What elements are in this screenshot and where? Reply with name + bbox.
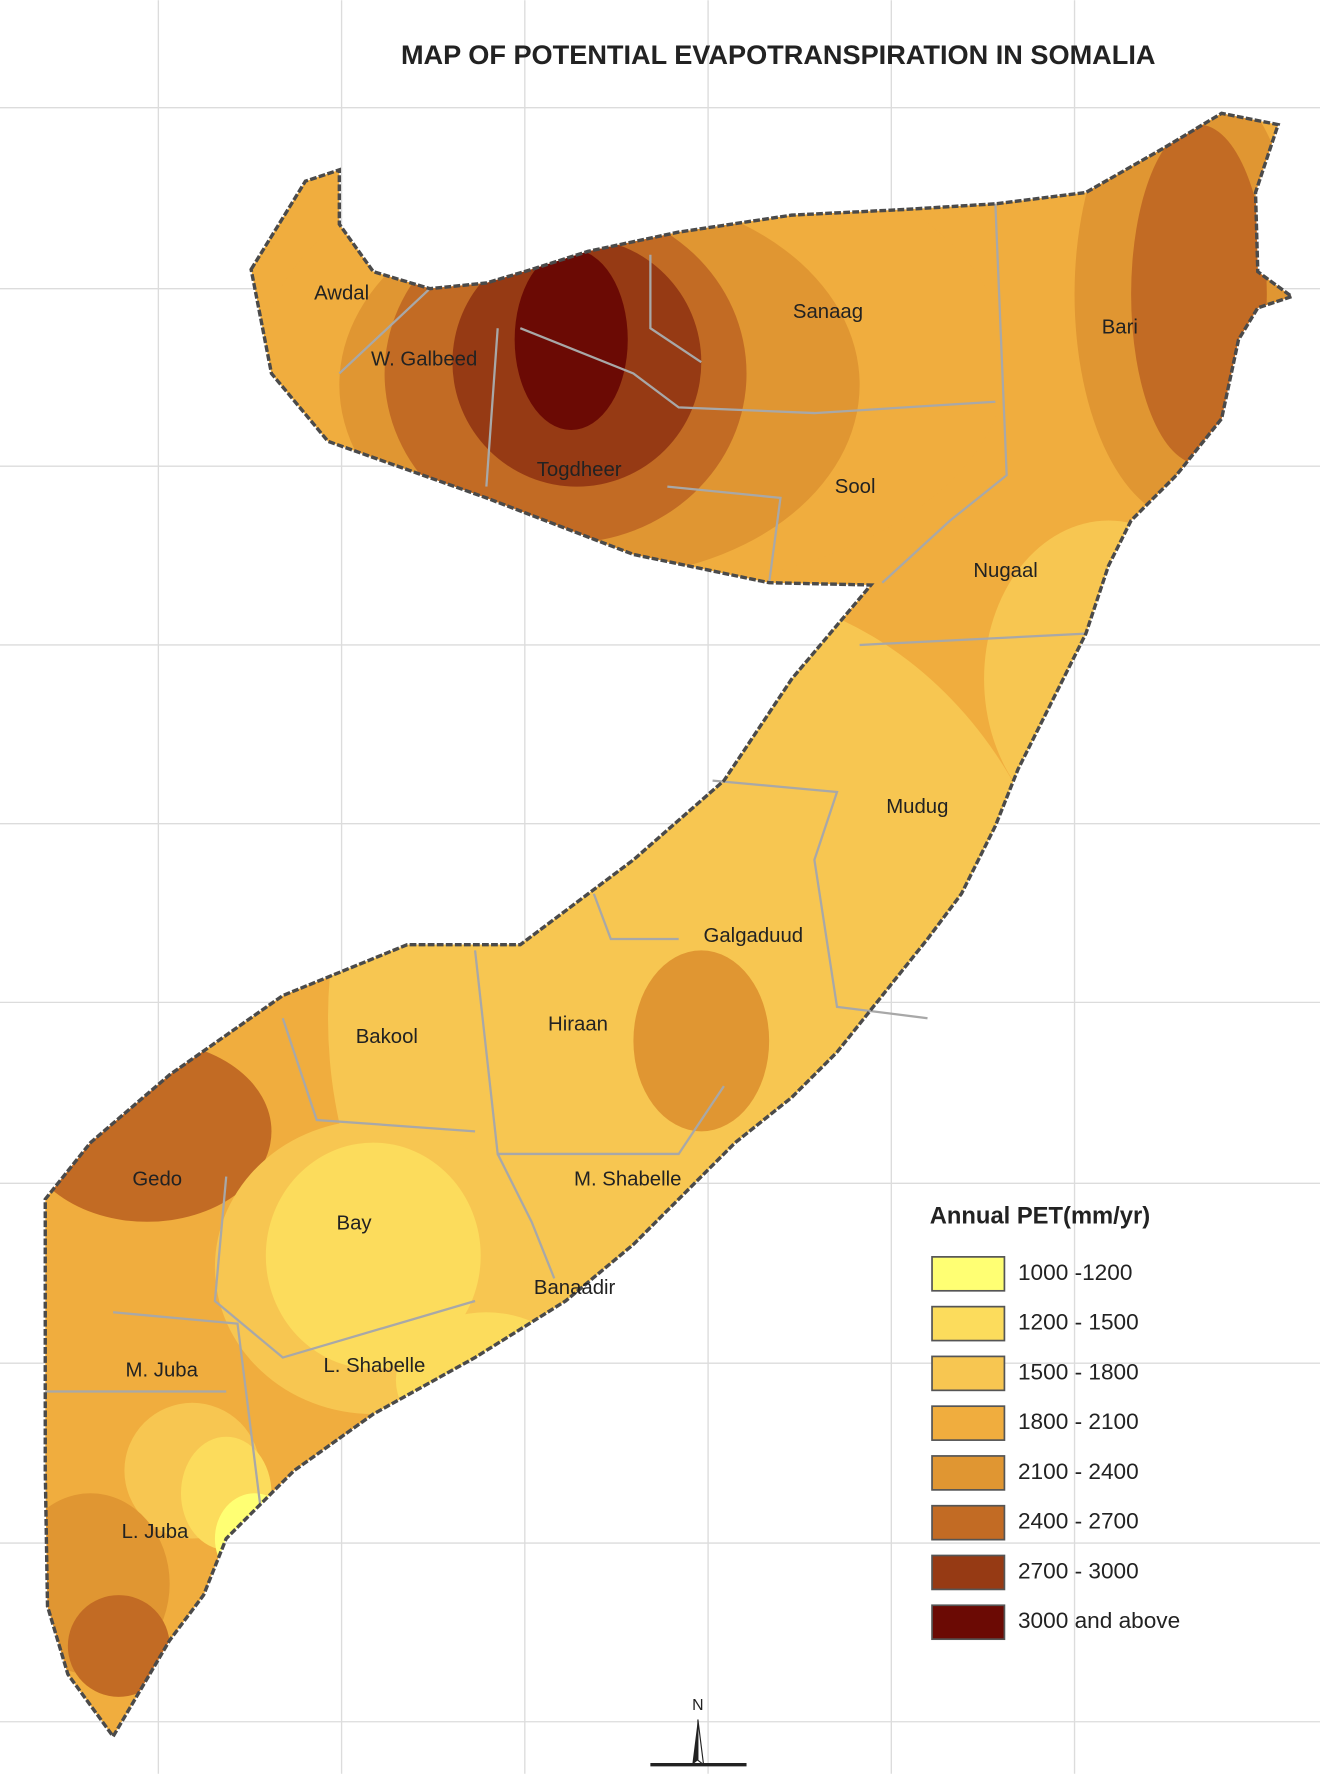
region-label: Galgaduud bbox=[704, 925, 804, 947]
region-labels: Awdal W. Galbeed Togdheer Sanaag Sool Bari Nug… bbox=[122, 283, 1138, 1544]
region-label: Awdal bbox=[314, 283, 369, 305]
arrow-half bbox=[692, 1719, 698, 1765]
region-label: M. Juba bbox=[126, 1359, 199, 1381]
zone bbox=[67, 1595, 170, 1697]
region-label: Sool bbox=[835, 476, 876, 498]
region-label: Sanaag bbox=[793, 301, 863, 323]
zone bbox=[45, 1040, 272, 1222]
zone bbox=[395, 1312, 577, 1449]
legend-swatch bbox=[931, 1256, 1006, 1292]
region-label: Banaadir bbox=[534, 1277, 616, 1299]
region-label: Bari bbox=[1102, 317, 1138, 339]
legend-swatch bbox=[931, 1604, 1006, 1641]
legend-label: 3000 and above bbox=[1018, 1608, 1180, 1633]
legend-swatch bbox=[931, 1455, 1006, 1491]
zone bbox=[633, 950, 770, 1132]
legend: Annual PET(mm/yr) 1000 -1200 1200 - 1500 1… bbox=[930, 1203, 1180, 1641]
legend-swatch bbox=[931, 1305, 1006, 1342]
region-label: L. Shabelle bbox=[323, 1355, 425, 1377]
zone bbox=[1131, 124, 1267, 464]
region-label: W. Galbeed bbox=[371, 348, 477, 370]
legend-label: 2400 - 2700 bbox=[1018, 1509, 1139, 1534]
map-title: MAP OF POTENTIAL EVAPOTRANSPIRATION IN S… bbox=[401, 39, 1156, 70]
region-label: Nugaal bbox=[973, 560, 1037, 582]
legend-swatch bbox=[931, 1504, 1006, 1541]
arrow-half bbox=[697, 1719, 705, 1767]
legend-swatch bbox=[931, 1554, 1006, 1591]
region-border bbox=[45, 203, 1086, 1505]
region-label: Togdheer bbox=[537, 459, 622, 481]
region-label: Bakool bbox=[356, 1026, 418, 1048]
legend-swatch bbox=[931, 1405, 1006, 1441]
legend-label: 1500 - 1800 bbox=[1018, 1359, 1139, 1384]
region-label: L. Juba bbox=[122, 1521, 189, 1543]
zone bbox=[265, 1142, 481, 1369]
region-label: M. Shabelle bbox=[574, 1168, 681, 1190]
zone bbox=[514, 249, 628, 431]
region-label: Gedo bbox=[132, 1168, 182, 1190]
north-arrow: N bbox=[650, 1697, 747, 1767]
region-borders bbox=[45, 203, 1086, 1505]
region-label: Hiraan bbox=[548, 1013, 608, 1035]
legend-label: 1000 -1200 bbox=[1018, 1260, 1132, 1285]
region-label: Mudug bbox=[886, 796, 948, 818]
legend-label: 2100 - 2400 bbox=[1018, 1459, 1139, 1484]
legend-label: 2700 - 3000 bbox=[1018, 1558, 1139, 1583]
region-label: Bay bbox=[337, 1212, 373, 1234]
legend-label: 1800 - 2100 bbox=[1018, 1409, 1139, 1434]
north-label: N bbox=[692, 1697, 703, 1714]
legend-title: Annual PET(mm/yr) bbox=[930, 1203, 1150, 1230]
legend-swatch bbox=[931, 1355, 1006, 1392]
legend-label: 1200 - 1500 bbox=[1018, 1310, 1139, 1335]
